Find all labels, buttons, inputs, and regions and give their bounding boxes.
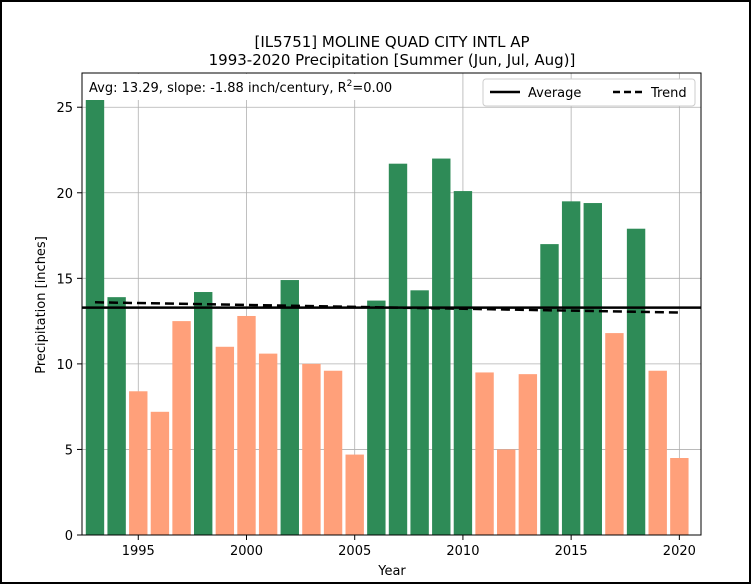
bar [280,280,299,535]
bar [388,163,408,535]
bar [583,203,602,536]
annotation-superscript: 2 [347,79,353,89]
y-tick-label: 25 [56,101,73,116]
bar [129,391,148,535]
bar [345,454,364,535]
bar [323,370,343,535]
bar [561,201,581,536]
y-axis-label: Precipitation [inches] [34,236,49,374]
x-tick-label: 1995 [122,544,155,559]
legend: Average Trend [482,78,696,107]
bar [432,158,451,536]
legend-average-label: Average [528,86,581,101]
x-tick-label: 2020 [663,544,696,559]
x-axis-label: Year [377,564,406,579]
annotation-text: Avg: 13.29, slope: -1.88 inch/century, R… [89,79,392,96]
bar [194,292,213,535]
bars [85,76,689,536]
y-tick-label: 20 [56,187,73,202]
bar [302,363,321,535]
bar [410,290,429,535]
bar [85,76,105,535]
chart-title-line1: [IL5751] MOLINE QUAD CITY INTL AP [254,33,529,51]
x-tick-label: 2005 [338,544,371,559]
bar [107,297,126,535]
y-tick-label: 15 [56,272,73,287]
plot-border [81,72,702,536]
bar [367,300,386,535]
x-tick-label: 2000 [230,544,263,559]
bar [475,372,494,535]
y-tick-label: 0 [65,529,73,544]
bar [453,191,473,536]
bar [150,411,170,535]
bar [605,333,624,535]
bar [540,244,559,535]
bar [648,370,667,535]
y-tick-label: 5 [65,443,73,458]
bar [518,374,538,535]
x-tick-label: 2015 [555,544,588,559]
x-tick-label: 2010 [446,544,479,559]
bar [172,321,191,535]
stats-annotation: Avg: 13.29, slope: -1.88 inch/century, R… [84,74,420,100]
annotation-tail: =0.00 [352,81,392,96]
legend-box [482,78,696,107]
chart-title-line2: 1993-2020 Precipitation [Summer (Jun, Ju… [209,51,576,69]
annotation-main: Avg: 13.29, slope: -1.88 inch/century, R [89,81,347,96]
bar [626,228,646,535]
bar [497,449,516,535]
bar [258,353,278,535]
bar [215,346,235,535]
axes: 1995 2000 2005 2010 2015 2020 0 5 10 15 20 25 [56,72,702,559]
reference-lines [82,301,701,314]
y-tick-label: 10 [56,358,73,373]
legend-trend-label: Trend [650,86,687,101]
bar [237,315,256,535]
annotation-background [84,74,420,100]
bar [670,458,689,535]
